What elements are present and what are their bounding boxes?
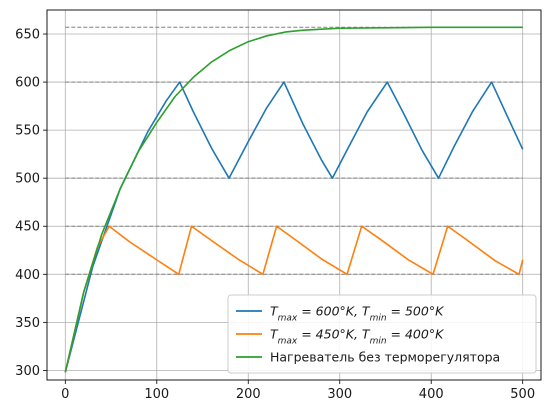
x-tick-label: 500 — [510, 387, 535, 402]
series-lines — [64, 26, 524, 373]
y-tick-label: 600 — [15, 76, 40, 91]
y-tick-label: 300 — [15, 364, 40, 379]
series-line-2 — [64, 26, 523, 373]
y-tick-label: 400 — [15, 268, 40, 283]
legend-label-2: Нагреватель без терморегулятора — [270, 350, 500, 365]
y-axis-ticks: 300 350 400 450 500 550 600 650 — [15, 28, 47, 379]
y-tick-label: 550 — [15, 124, 40, 139]
x-axis-ticks: 0 100 200 300 400 500 — [61, 380, 535, 402]
series-line-1 — [64, 225, 524, 373]
y-tick-label: 500 — [15, 172, 40, 187]
x-tick-label: 300 — [327, 387, 352, 402]
x-tick-label: 100 — [144, 387, 169, 402]
y-tick-label: 450 — [15, 220, 40, 235]
legend-box — [227, 294, 537, 374]
legend-label-0: Tmax = 600°K, Tmin = 500°K — [270, 304, 445, 324]
x-tick-label: 400 — [419, 387, 444, 402]
series-line-0 — [64, 81, 524, 373]
y-tick-label: 350 — [15, 316, 40, 331]
y-tick-label: 650 — [15, 28, 40, 43]
plot-frame — [46, 9, 542, 381]
x-tick-label: 200 — [236, 387, 261, 402]
x-tick-label: 0 — [61, 387, 69, 402]
legend-label-1: Tmax = 450°K, Tmin = 400°K — [270, 327, 445, 347]
legend: Tmax = 600°K, Tmin = 500°K Tmax = 450°K, … — [227, 294, 537, 374]
